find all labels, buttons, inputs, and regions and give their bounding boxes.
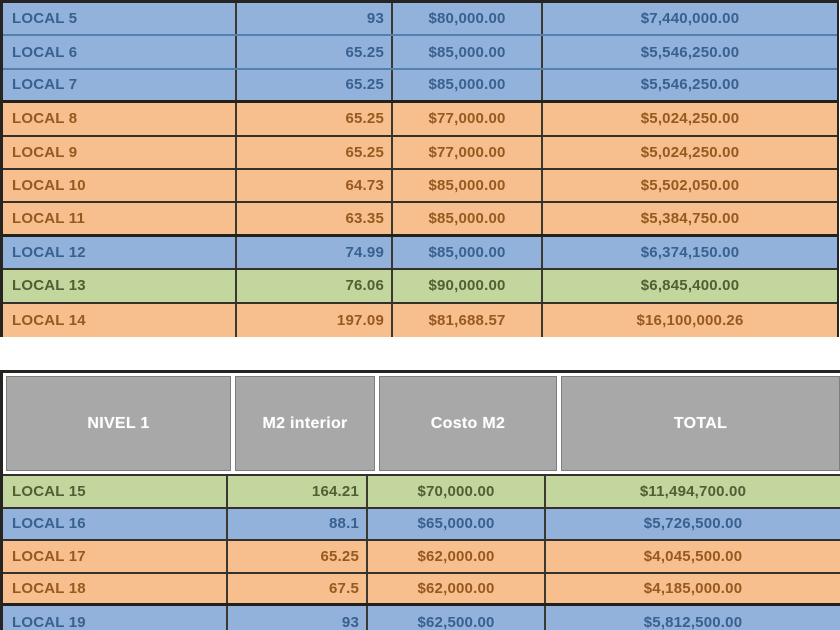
m2-value-cell[interactable]: 76.06	[237, 270, 393, 302]
local-label-cell[interactable]: LOCAL 19	[3, 606, 228, 630]
table-row: LOCAL 7 65.25 $85,000.00 $5,546,250.00	[3, 69, 837, 104]
m2-value-cell[interactable]: 65.25	[237, 136, 393, 168]
total-cell[interactable]: $4,045,500.00	[643, 547, 743, 565]
total-cell[interactable]: $4,185,000.00	[643, 579, 743, 597]
costo-m2-cell[interactable]: $85,000.00	[393, 236, 543, 269]
total-cell[interactable]: $5,546,250.00	[640, 76, 740, 94]
total-cell[interactable]: $5,726,500.00	[643, 515, 743, 533]
table-row: LOCAL 16 88.1 $65,000.00 $5,726,500.00	[3, 508, 840, 541]
local-label-cell[interactable]: LOCAL 11	[3, 203, 237, 234]
table-gap	[0, 337, 840, 370]
header-cell-nivel[interactable]: NIVEL 1	[6, 376, 231, 471]
total-cell[interactable]: $6,374,150.00	[640, 243, 740, 261]
table-row: LOCAL 9 65.25 $77,000.00 $5,024,250.00	[3, 136, 837, 170]
table-row: LOCAL 10 64.73 $85,000.00 $5,502,050.00	[3, 169, 837, 204]
local-label-cell[interactable]: LOCAL 7	[3, 69, 237, 101]
costo-m2-cell[interactable]: $81,688.57	[393, 303, 543, 337]
table-row: LOCAL 13 76.06 $90,000.00 $6,845,400.00	[3, 270, 837, 304]
m2-value-cell[interactable]: 67.5	[228, 573, 368, 603]
table-row: LOCAL 18 67.5 $62,000.00 $4,185,000.00	[3, 573, 840, 606]
total-cell[interactable]: $6,845,400.00	[640, 277, 740, 295]
m2-value-cell[interactable]: 65.25	[237, 36, 393, 68]
local-label-cell[interactable]: LOCAL 15	[3, 476, 228, 507]
costo-m2-cell[interactable]: $80,000.00	[393, 3, 543, 35]
costo-m2-cell[interactable]: $70,000.00	[368, 476, 546, 507]
total-cell[interactable]: $5,812,500.00	[643, 613, 743, 630]
table-row: LOCAL 5 93 $80,000.00 $7,440,000.00	[3, 3, 837, 37]
costo-m2-cell[interactable]: $77,000.00	[393, 136, 543, 168]
total-cell[interactable]: $5,546,250.00	[640, 43, 740, 61]
m2-value-cell[interactable]: 88.1	[228, 508, 368, 539]
lower-table: NIVEL 1 M2 interior Costo M2 TOTAL LOCAL…	[0, 370, 840, 630]
local-label-cell[interactable]: LOCAL 9	[3, 136, 237, 168]
m2-value-cell[interactable]: 197.09	[237, 303, 393, 337]
table-row: LOCAL 15 164.21 $70,000.00 $11,494,700.00	[3, 476, 840, 509]
costo-m2-cell[interactable]: $62,000.00	[368, 541, 546, 572]
local-label-cell[interactable]: LOCAL 14	[3, 303, 237, 337]
m2-value-cell[interactable]: 63.35	[237, 203, 393, 234]
table-row: LOCAL 12 74.99 $85,000.00 $6,374,150.00	[3, 236, 837, 271]
local-label-cell[interactable]: LOCAL 12	[3, 236, 237, 269]
header-cell-costo-m2[interactable]: Costo M2	[379, 376, 557, 471]
m2-value-cell[interactable]: 74.99	[237, 236, 393, 269]
local-label-cell[interactable]: LOCAL 10	[3, 169, 237, 202]
m2-value-cell[interactable]: 65.25	[237, 69, 393, 101]
header-cell-m2-interior[interactable]: M2 interior	[235, 376, 375, 471]
m2-value-cell[interactable]: 64.73	[237, 169, 393, 202]
total-cell[interactable]: $5,024,250.00	[640, 110, 740, 128]
local-label-cell[interactable]: LOCAL 16	[3, 508, 228, 539]
costo-m2-cell[interactable]: $85,000.00	[393, 36, 543, 68]
total-cell[interactable]: $7,440,000.00	[640, 10, 740, 28]
lower-table-header: NIVEL 1 M2 interior Costo M2 TOTAL	[3, 373, 840, 476]
costo-m2-cell[interactable]: $62,000.00	[368, 573, 546, 603]
costo-m2-cell[interactable]: $62,500.00	[368, 606, 546, 630]
costo-m2-cell[interactable]: $85,000.00	[393, 169, 543, 202]
table-row: LOCAL 6 65.25 $85,000.00 $5,546,250.00	[3, 36, 837, 70]
costo-m2-cell[interactable]: $65,000.00	[368, 508, 546, 539]
total-cell[interactable]: $5,024,250.00	[640, 143, 740, 161]
table-row: LOCAL 14 197.09 $81,688.57 $16,100,000.26	[3, 303, 837, 337]
total-cell[interactable]: $11,494,700.00	[639, 482, 747, 500]
total-cell[interactable]: $5,502,050.00	[640, 177, 740, 195]
m2-value-cell[interactable]: 93	[228, 606, 368, 630]
costo-m2-cell[interactable]: $85,000.00	[393, 69, 543, 101]
m2-value-cell[interactable]: 65.25	[228, 541, 368, 572]
m2-value-cell[interactable]: 164.21	[228, 476, 368, 507]
table-row: LOCAL 19 93 $62,500.00 $5,812,500.00	[3, 606, 840, 630]
local-label-cell[interactable]: LOCAL 8	[3, 103, 237, 135]
header-cell-total[interactable]: TOTAL	[561, 376, 840, 471]
lower-table-rows: LOCAL 15 164.21 $70,000.00 $11,494,700.00 LO…	[3, 476, 840, 630]
local-label-cell[interactable]: LOCAL 13	[3, 270, 237, 302]
local-label-cell[interactable]: LOCAL 18	[3, 573, 228, 603]
m2-value-cell[interactable]: 65.25	[237, 103, 393, 135]
table-row: LOCAL 11 63.35 $85,000.00 $5,384,750.00	[3, 203, 837, 237]
total-cell[interactable]: $16,100,000.26	[636, 311, 744, 329]
costo-m2-cell[interactable]: $77,000.00	[393, 103, 543, 135]
total-cell[interactable]: $5,384,750.00	[640, 210, 740, 228]
local-label-cell[interactable]: LOCAL 6	[3, 36, 237, 68]
costo-m2-cell[interactable]: $90,000.00	[393, 270, 543, 302]
m2-value-cell[interactable]: 93	[237, 3, 393, 35]
local-label-cell[interactable]: LOCAL 5	[3, 3, 237, 35]
local-label-cell[interactable]: LOCAL 17	[3, 541, 228, 572]
table-row: LOCAL 17 65.25 $62,000.00 $4,045,500.00	[3, 541, 840, 574]
table-row: LOCAL 8 65.25 $77,000.00 $5,024,250.00	[3, 103, 837, 137]
costo-m2-cell[interactable]: $85,000.00	[393, 203, 543, 234]
